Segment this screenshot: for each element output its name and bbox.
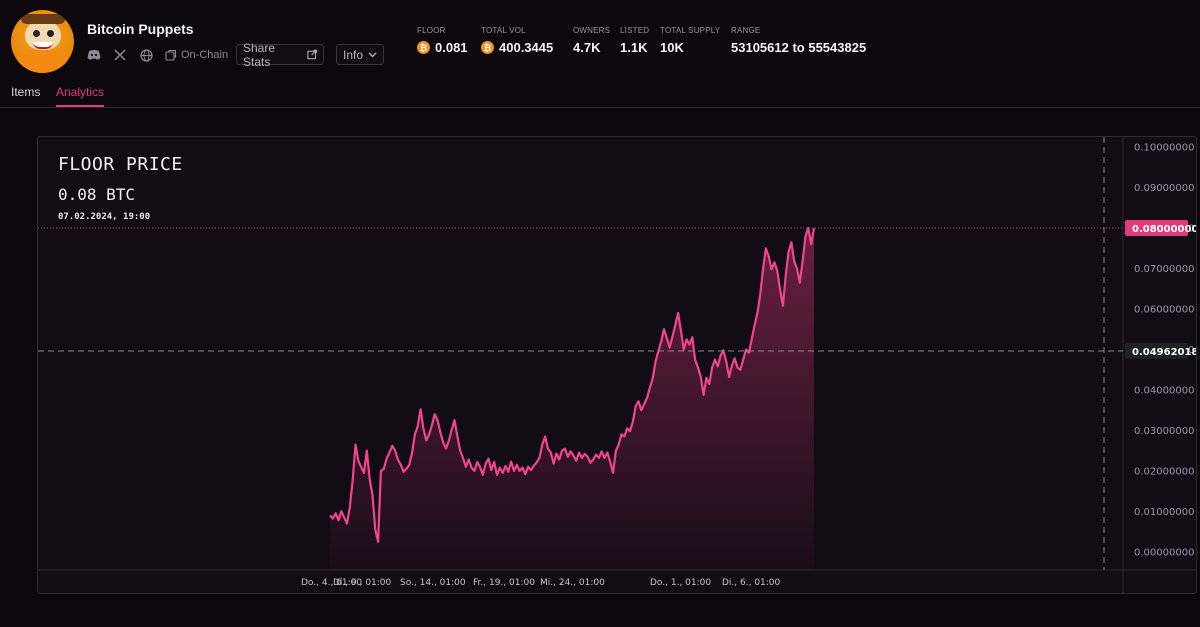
floor-price-chart[interactable]: 0.10000000 0.09000000 0.08000000 0.07000000… bbox=[37, 136, 1197, 594]
stat-value-row: 1.1K bbox=[620, 40, 649, 55]
y-tick-label: 0.07000000 bbox=[1134, 264, 1194, 275]
stat-listed: LISTED 1.1K bbox=[620, 26, 649, 55]
tab-analytics[interactable]: Analytics bbox=[56, 85, 105, 99]
x-twitter-icon[interactable] bbox=[113, 48, 127, 62]
current-price-badge bbox=[1125, 220, 1188, 237]
avatar-eye-left bbox=[33, 30, 40, 37]
x-tick-label: Fr., 19., 01:00 bbox=[473, 578, 535, 588]
tab-items[interactable]: Items bbox=[11, 85, 41, 99]
stat-value: 400.3445 bbox=[499, 40, 554, 55]
stat-range: RANGE 53105612 to 55543825 bbox=[731, 26, 866, 55]
stat-label: OWNERS bbox=[573, 26, 611, 35]
y-tick-label: 0.10000000 bbox=[1134, 143, 1194, 154]
chart-title: FLOOR PRICE bbox=[58, 154, 183, 175]
on-chain-label: On-Chain bbox=[181, 49, 229, 61]
y-tick-label: 0.06000000 bbox=[1134, 304, 1194, 315]
stat-owners: OWNERS 4.7K bbox=[573, 26, 610, 55]
stat-value: 53105612 to 55543825 bbox=[731, 40, 867, 55]
stat-label: FLOOR bbox=[417, 26, 446, 35]
avatar-hat bbox=[21, 14, 65, 24]
stat-value-row: ₿ 400.3445 bbox=[481, 40, 553, 55]
y-tick-label: 0.02000000 bbox=[1134, 466, 1194, 477]
crosshair-badge bbox=[1125, 342, 1188, 359]
stat-value: 0.081 bbox=[435, 40, 468, 55]
stat-value-row: 10K bbox=[660, 40, 720, 55]
x-tick-label: So., 14., 01:00 bbox=[400, 578, 466, 588]
x-tick-label: Do., 4., 01:00 bbox=[301, 578, 362, 588]
info-dropdown-button[interactable]: Info bbox=[336, 44, 384, 65]
y-tick-label: 0.00000000 bbox=[1134, 547, 1194, 558]
avatar-body bbox=[17, 50, 69, 73]
bitcoin-icon: ₿ bbox=[417, 41, 430, 54]
discord-icon[interactable] bbox=[87, 48, 101, 62]
active-tab-indicator bbox=[56, 105, 104, 107]
x-tick-label: Mi., 24., 01:00 bbox=[540, 578, 605, 588]
chevron-down-icon bbox=[368, 52, 377, 57]
y-tick-label: 0.09000000 bbox=[1134, 183, 1194, 194]
x-tick-label: Di., 9., 01:00 bbox=[333, 578, 392, 588]
info-label: Info bbox=[343, 47, 364, 62]
stat-total-vol: TOTAL VOL ₿ 400.3445 bbox=[481, 26, 553, 55]
external-link-icon bbox=[307, 49, 317, 60]
collection-title: Bitcoin Puppets bbox=[87, 21, 194, 37]
social-links: On-Chain bbox=[87, 46, 228, 64]
stat-label: TOTAL VOL bbox=[481, 26, 526, 35]
chart-current-value: 0.08 BTC bbox=[58, 185, 136, 204]
bitcoin-icon: ₿ bbox=[481, 41, 494, 54]
stat-floor: FLOOR ₿ 0.081 bbox=[417, 26, 468, 55]
chart-canvas[interactable]: 0.10000000 0.09000000 0.08000000 0.07000000… bbox=[38, 137, 1197, 594]
stat-value: 10K bbox=[660, 40, 684, 55]
avatar-eye-right bbox=[47, 30, 54, 37]
y-tick-label: 0.01000000 bbox=[1134, 507, 1194, 518]
x-tick-label: Di., 6., 01:00 bbox=[722, 578, 781, 588]
stat-label: LISTED bbox=[620, 26, 650, 35]
floor-price-line bbox=[329, 227, 816, 543]
stat-value-row: ₿ 0.081 bbox=[417, 40, 468, 55]
stat-total-supply: TOTAL SUPPLY 10K bbox=[660, 26, 720, 55]
stat-value: 1.1K bbox=[620, 40, 648, 55]
stat-value: 4.7K bbox=[573, 40, 601, 55]
y-tick-label: 0.04000000 bbox=[1134, 385, 1194, 396]
chart-current-date: 07.02.2024, 19:00 bbox=[58, 212, 151, 222]
on-chain-badge: On-Chain bbox=[165, 49, 228, 61]
y-tick-label: 0.03000000 bbox=[1134, 426, 1194, 437]
stat-label: RANGE bbox=[731, 26, 761, 35]
share-stats-button[interactable]: Share Stats bbox=[236, 41, 324, 69]
stat-label: TOTAL SUPPLY bbox=[660, 26, 721, 35]
stat-value-row: 4.7K bbox=[573, 40, 610, 55]
avatar-mouth bbox=[33, 42, 53, 49]
collection-header: Bitcoin Puppets On-Chain Share Stats Inf… bbox=[0, 0, 1200, 108]
crosshair-label: 0.04962018 bbox=[1132, 347, 1197, 358]
stat-value-row: 53105612 to 55543825 bbox=[731, 40, 866, 55]
current-price-label: 0.08000000 bbox=[1132, 224, 1197, 235]
floor-price-area bbox=[330, 228, 814, 570]
collection-avatar bbox=[11, 10, 74, 73]
chain-icon bbox=[165, 49, 177, 61]
share-stats-label: Share Stats bbox=[243, 40, 276, 69]
globe-icon[interactable] bbox=[139, 48, 153, 62]
x-tick-label: Do., 1., 01:00 bbox=[650, 578, 711, 588]
